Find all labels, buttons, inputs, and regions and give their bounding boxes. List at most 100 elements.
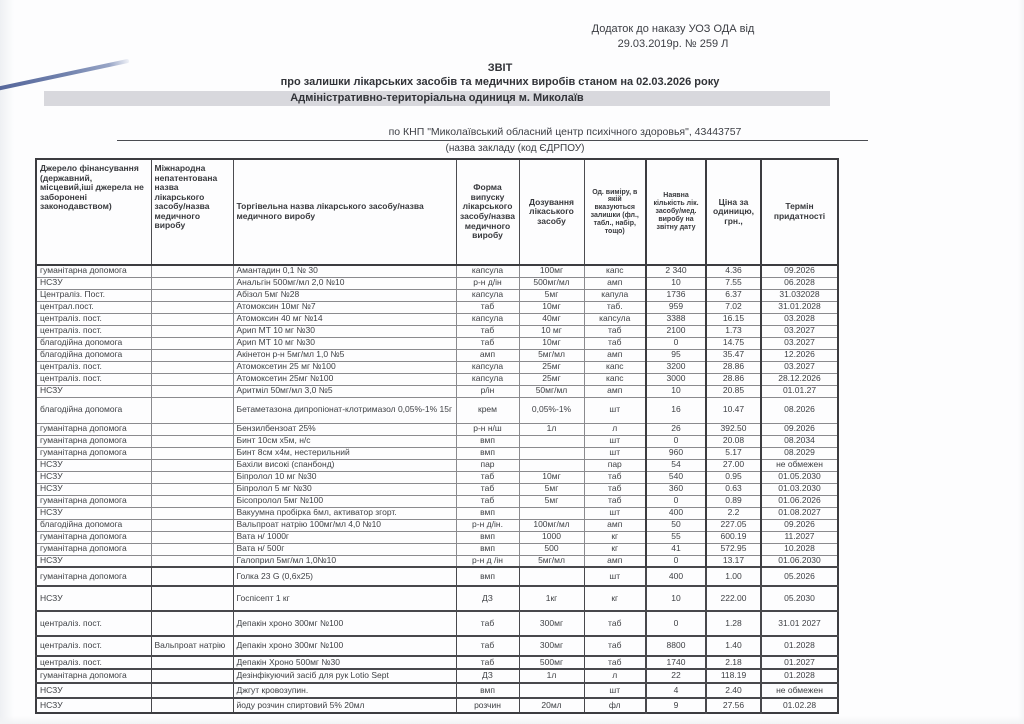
table-cell: 500 xyxy=(518,542,585,556)
table-cell: Біпролол 5 мг №30 xyxy=(232,482,457,496)
table-row: гуманітарна допомога Бинт 8см х4м, нестер… xyxy=(35,446,839,460)
table-cell: 05.2030 xyxy=(760,585,839,612)
table-cell: таб xyxy=(455,470,520,484)
table-cell: 10 xyxy=(645,276,707,290)
table-cell: Біпролол 10 мг №30 xyxy=(232,470,457,484)
table-cell: 54 xyxy=(645,458,707,472)
table-cell: Атомоксин 40 мг №14 xyxy=(232,312,457,326)
table-cell: капсула xyxy=(455,372,520,386)
table-cell: амп xyxy=(455,348,520,362)
table-cell: 222.00 xyxy=(705,585,762,612)
table-cell xyxy=(150,585,234,612)
table-cell: шт xyxy=(583,566,647,587)
table-cell: 100мг xyxy=(518,264,585,278)
table-cell xyxy=(518,682,585,699)
facility-caption: (назва закладу (код ЄДРПОУ) xyxy=(445,143,585,154)
table-cell: капс xyxy=(583,372,647,386)
table-cell: 5мг/мл xyxy=(518,554,585,568)
table-cell: таб xyxy=(455,494,520,508)
table-cell xyxy=(150,566,234,587)
table-cell: 20мл xyxy=(518,697,585,714)
table-cell: 16.15 xyxy=(705,312,762,326)
table-cell: централіз. пост. xyxy=(35,312,152,326)
table-cell: 05.2026 xyxy=(760,566,839,587)
table-row: благодійна допомога Бетаметазона дипропіо… xyxy=(35,396,839,424)
table-cell: 20.08 xyxy=(705,434,762,448)
table-row: благодійна допомога Вальпроат натрію 100м… xyxy=(35,518,839,532)
table-cell: таб xyxy=(455,324,520,338)
table-cell: 227.05 xyxy=(705,518,762,532)
table-cell: 7.55 xyxy=(705,276,762,290)
table-cell: Арип МТ 10 мг №30 xyxy=(232,336,457,350)
table-cell: 14.75 xyxy=(705,336,762,350)
table-cell: вмп xyxy=(455,542,520,556)
table-cell: кг xyxy=(583,585,647,612)
table-cell: 10 xyxy=(645,585,707,612)
table-cell: капс xyxy=(583,360,647,374)
table-cell: 1736 xyxy=(645,288,707,302)
table-cell xyxy=(150,494,234,508)
table-cell: 540 xyxy=(645,470,707,484)
table-cell: НСЗУ xyxy=(35,682,152,699)
table-cell: 10мг xyxy=(518,300,585,314)
table-cell xyxy=(150,312,234,326)
table-cell xyxy=(150,348,234,362)
table-cell: 1л xyxy=(518,422,585,436)
table-cell: гуманітарна допомога xyxy=(35,422,152,436)
header-release-form: Форма випуску лікарського засобу/назва м… xyxy=(455,158,520,266)
table-cell: вмп xyxy=(455,530,520,544)
table-cell: 40мг xyxy=(518,312,585,326)
table-cell: 50 xyxy=(645,518,707,532)
table-cell: 0 xyxy=(645,494,707,508)
table-header-row: Джерело фінансування (державний, місцеви… xyxy=(35,158,839,266)
table-cell: пар xyxy=(583,458,647,472)
table-cell: Джгут кровозупин. xyxy=(232,682,457,699)
table-row: централ.пост. Атомоксин 10мг №7 таб 10мг таб… xyxy=(35,300,839,314)
table-cell: 08.2026 xyxy=(760,396,839,424)
table-cell xyxy=(150,542,234,556)
table-cell: Бинт 8см х4м, нестерильний xyxy=(232,446,457,460)
table-cell: 03.2027 xyxy=(760,336,839,350)
table-cell: капсула xyxy=(455,288,520,302)
table-cell: 959 xyxy=(645,300,707,314)
table-row: централіз. пост. Депакін Хроно 500мг №30 т… xyxy=(35,655,839,670)
table-cell: НСЗУ xyxy=(35,482,152,496)
table-cell: 35.47 xyxy=(705,348,762,362)
table-cell: 13.17 xyxy=(705,554,762,568)
table-cell: благодійна допомога xyxy=(35,336,152,350)
table-row: благодійна допомога Арип МТ 10 мг №30 таб 1… xyxy=(35,336,839,350)
table-cell: НСЗУ xyxy=(35,470,152,484)
table-cell: Атомоксетин 25 мг №100 xyxy=(232,360,457,374)
table-row: гуманітарна допомога Вата н/ 1000г вмп 1000… xyxy=(35,530,839,544)
table-row: централіз. пост. Атомоксин 40 мг №14 капсу… xyxy=(35,312,839,326)
table-cell: 10 xyxy=(645,384,707,398)
table-cell: 28.86 xyxy=(705,372,762,386)
table-cell: р-н н/ш xyxy=(455,422,520,436)
table-cell: 03.2028 xyxy=(760,312,839,326)
table-cell: 11.2027 xyxy=(760,530,839,544)
table-cell: шт xyxy=(583,446,647,460)
table-row: НСЗУ Біпролол 5 мг №30 таб 5мг таб 360 0.63 01.… xyxy=(35,482,839,496)
table-cell: 8800 xyxy=(645,635,707,657)
table-cell: таб. xyxy=(583,300,647,314)
appendix-line-2: 29.03.2019р. № 259 Л xyxy=(617,38,729,50)
table-cell: не обмежен xyxy=(760,458,839,472)
table-cell: 31.01.2028 xyxy=(760,300,839,314)
table-cell: НСЗУ xyxy=(35,384,152,398)
table-cell: вмп xyxy=(455,446,520,460)
table-cell: 2100 xyxy=(645,324,707,338)
table-cell: амп xyxy=(583,276,647,290)
table-cell: капсула xyxy=(455,312,520,326)
table-cell: розчин xyxy=(455,697,520,714)
page-subtitle: про залишки лікарських засобів та медичн… xyxy=(280,76,720,88)
table-cell: 360 xyxy=(645,482,707,496)
table-cell: йоду розчин спиртовий 5% 20мл xyxy=(232,697,457,714)
table-row: централіз. пост. Депакін хроно 300мг №100… xyxy=(35,610,839,637)
header-unit-of-measure: Од. виміру, в якій вказуються залишки (ф… xyxy=(583,158,647,266)
table-cell: 09.2026 xyxy=(760,422,839,436)
table-cell: ДЗ xyxy=(455,585,520,612)
table-cell: гуманітарна допомога xyxy=(35,668,152,684)
table-cell xyxy=(518,434,585,448)
table-cell: таб xyxy=(455,336,520,350)
table-cell: 0,05%-1% xyxy=(518,396,585,424)
